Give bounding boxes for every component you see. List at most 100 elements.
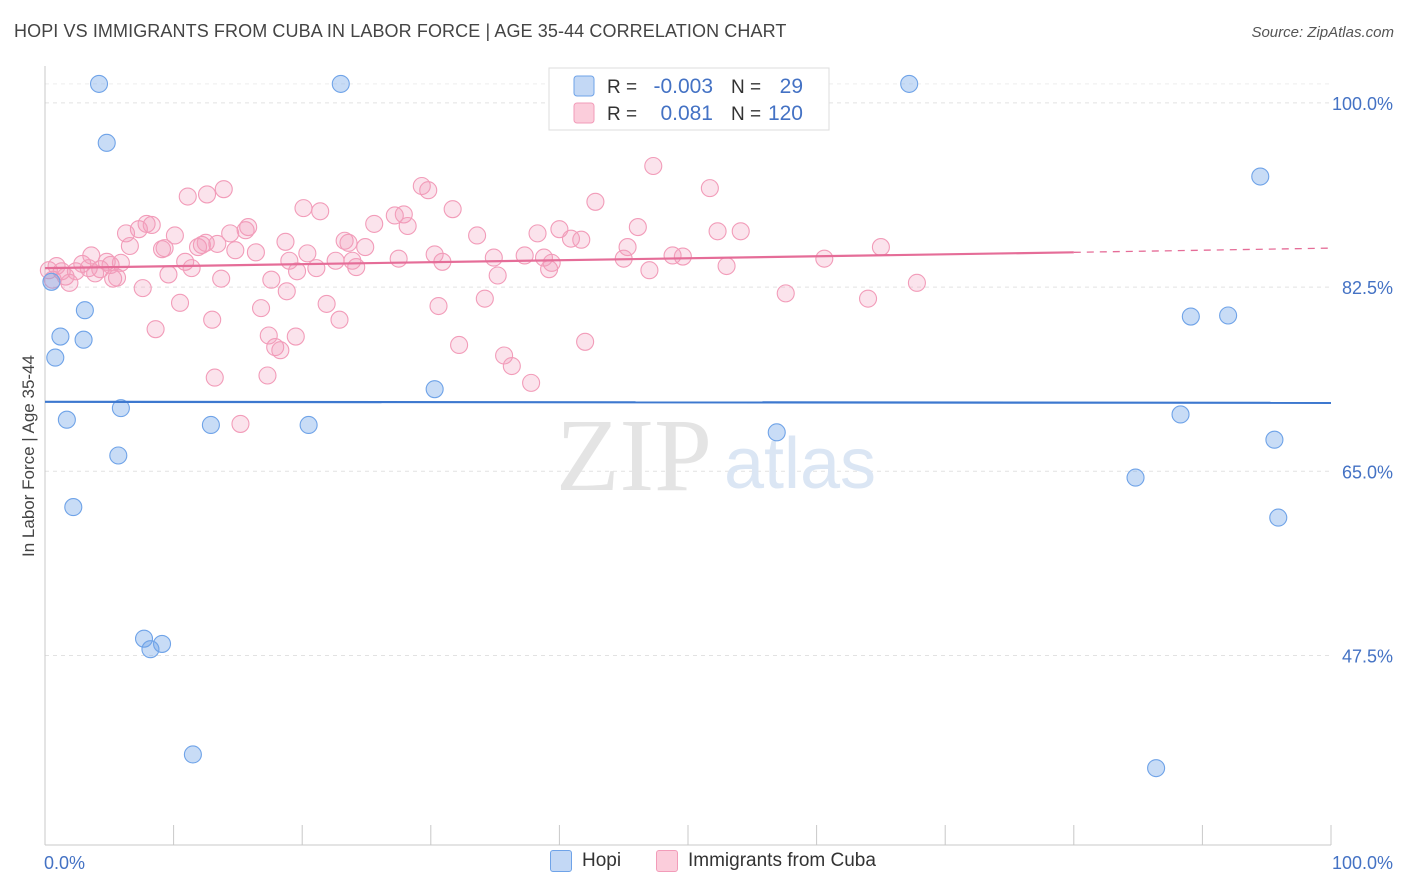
hopi-point [183,745,202,764]
cuba-point [330,310,349,329]
cuba-point [165,226,184,245]
cuba-point [91,260,110,279]
cuba-point [907,273,926,292]
legend-n-label-hopi: N = [731,77,761,98]
cuba-point [111,253,130,272]
legend-swatch-hopi-bottom [550,850,572,872]
legend-swatch-cuba-bottom [656,850,678,872]
series-hopi [42,74,1288,778]
hopi-point [299,415,318,435]
hopi-point [900,74,919,93]
hopi-point [1171,405,1190,424]
hopi-point [46,348,65,367]
hopi-point [111,399,130,418]
legend-n-label-cuba: N = [731,104,761,125]
cuba-point [522,373,541,392]
cuba-point [276,232,295,251]
cuba-point [468,226,487,245]
cuba-point [120,236,139,256]
y-tick-label: 100.0% [1332,94,1393,114]
cuba-point [815,249,834,268]
hopi-point [331,74,350,93]
cuba-point [205,368,224,387]
hopi-point [1181,307,1200,326]
cuba-point [155,239,174,258]
chart-source: Source: ZipAtlas.com [1251,24,1394,41]
cuba-point [628,218,647,237]
cuba-point [221,224,240,243]
hopi-point [109,446,128,465]
legend-swatch-cuba [573,102,595,124]
hopi-point [74,330,93,349]
legend-r-value-cuba: 0.081 [660,102,713,125]
cuba-point [60,273,79,292]
cuba-point [618,238,637,257]
cuba-point [197,185,217,204]
x-tick-label-max: 100.0% [1332,853,1393,873]
legend-r-value-hopi: -0.003 [653,75,713,98]
cuba-point [586,192,605,211]
legend-label-hopi: Hopi [582,850,622,871]
cuba-point [142,215,161,235]
hopi-point [767,423,786,442]
cuba-point [271,341,290,360]
cuba-point [339,233,358,252]
cuba-point [178,187,197,206]
cuba-point [443,200,462,219]
cuba-point [159,265,178,284]
cuba-point [484,248,503,267]
hopi-point [89,74,109,93]
cuba-point [389,249,408,268]
hopi-point [1147,759,1166,778]
hopi-point [1126,468,1145,487]
cuba-point [214,180,233,199]
cuba-point [365,214,384,233]
cuba-point [326,251,345,270]
cuba-trend-line [44,251,1074,270]
legend-item-hopi[interactable]: Hopi [550,850,621,872]
legend-item-cuba[interactable]: Immigrants from Cuba [656,850,876,872]
hopi-point [57,410,76,429]
cuba-point [858,289,878,308]
cuba-point [644,156,663,176]
cuba-point [294,199,313,218]
cuba-point [572,230,591,249]
tick-labels: 100.0% 82.5% 65.0% 47.5% 0.0% 100.0% [44,94,1393,873]
cuba-point [475,289,494,308]
watermark-zip: ZIP [556,398,712,513]
cuba-point [170,293,190,312]
axes [44,66,1332,846]
cuba-point [137,214,156,233]
y-axis-label: In Labor Force | Age 35-44 [19,355,38,557]
cuba-point [488,266,507,285]
cuba-point [262,270,281,289]
cuba-point [288,262,307,281]
watermark: ZIP atlas [556,398,876,513]
hopi-point [141,640,160,659]
cuba-point [871,238,890,257]
cuba-point [576,332,595,351]
cuba-point [82,246,101,265]
hopi-trend-line [44,400,1332,404]
cuba-point [266,338,285,357]
legend-r-label-hopi: R = [607,77,637,98]
cuba-point [398,216,417,236]
series-immigrants-from-cuba [39,156,926,433]
cuba-point [708,222,727,241]
legend-n-value-cuba: 120 [768,102,803,125]
cuba-point [146,320,165,339]
hopi-point [64,498,83,517]
cuba-point [311,202,330,221]
cuba-point [717,256,736,276]
x-tick-label-min: 0.0% [44,853,85,873]
trend-lines [44,247,1332,404]
cuba-point [251,299,271,318]
hopi-point [425,380,444,399]
cuba-point [231,414,250,433]
cuba-point [528,224,547,243]
hopi-point [97,133,116,152]
legend-r-label-cuba: R = [607,104,637,125]
y-tick-label: 82.5% [1342,278,1393,298]
cuba-point [502,356,521,376]
cuba-point [239,218,258,237]
